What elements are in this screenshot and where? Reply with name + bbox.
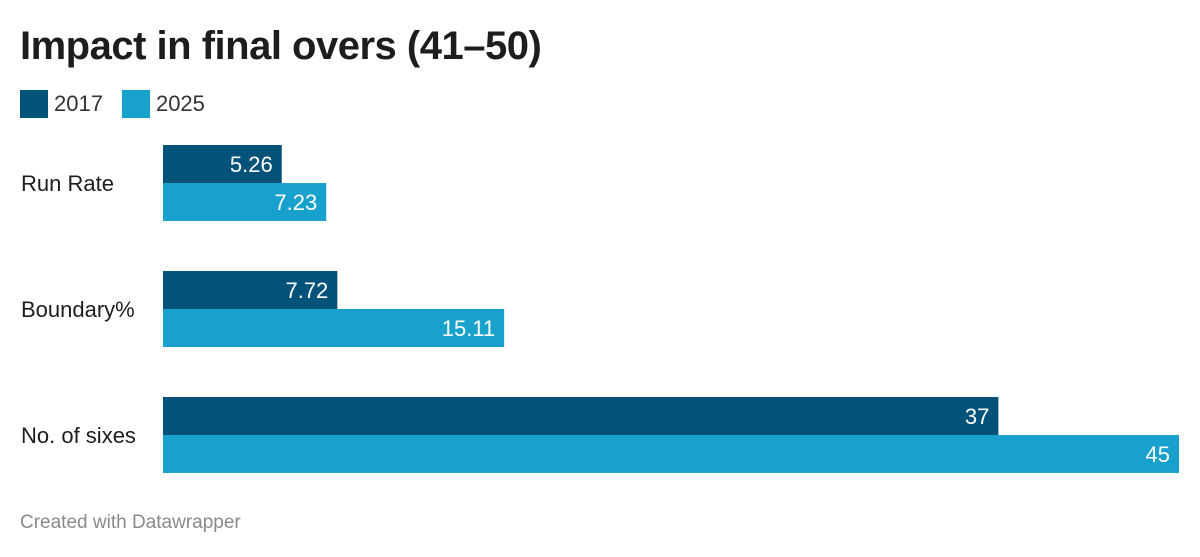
value-label-no-of-sixes-2025: 45 <box>1146 442 1170 467</box>
bar-run-rate-2025 <box>163 183 327 221</box>
bar-run-rate-2017 <box>163 145 282 183</box>
value-label-run-rate-2025: 7.23 <box>274 190 317 215</box>
value-label-boundary-2025: 15.11 <box>442 316 495 341</box>
legend-swatch-2025 <box>121 90 150 118</box>
category-label-boundary: Boundary% <box>21 297 135 322</box>
value-label-no-of-sixes-2017: 37 <box>965 404 989 429</box>
footer-credit: Created with Datawrapper <box>20 512 241 533</box>
bar-no-of-sixes-2017 <box>163 397 999 435</box>
bar-boundary-2025 <box>163 309 505 347</box>
bar-boundary-2017 <box>163 271 338 309</box>
value-label-run-rate-2017: 5.26 <box>230 152 273 177</box>
chart-title: Impact in final overs (41–50) <box>20 24 542 68</box>
chart-legend: 2017 2025 <box>20 89 224 119</box>
legend-label-2025: 2025 <box>155 91 205 116</box>
legend-item-2025: 2025 <box>121 90 205 118</box>
bar-no-of-sixes-2025 <box>163 435 1179 473</box>
legend-swatch-2017 <box>20 90 48 118</box>
category-label-no-of-sixes: No. of sixes <box>21 423 136 448</box>
legend-item-2017: 2017 <box>20 90 103 118</box>
legend-label-2017: 2017 <box>54 91 103 116</box>
value-label-boundary-2017: 7.72 <box>285 278 328 303</box>
category-label-run-rate: Run Rate <box>21 171 114 196</box>
